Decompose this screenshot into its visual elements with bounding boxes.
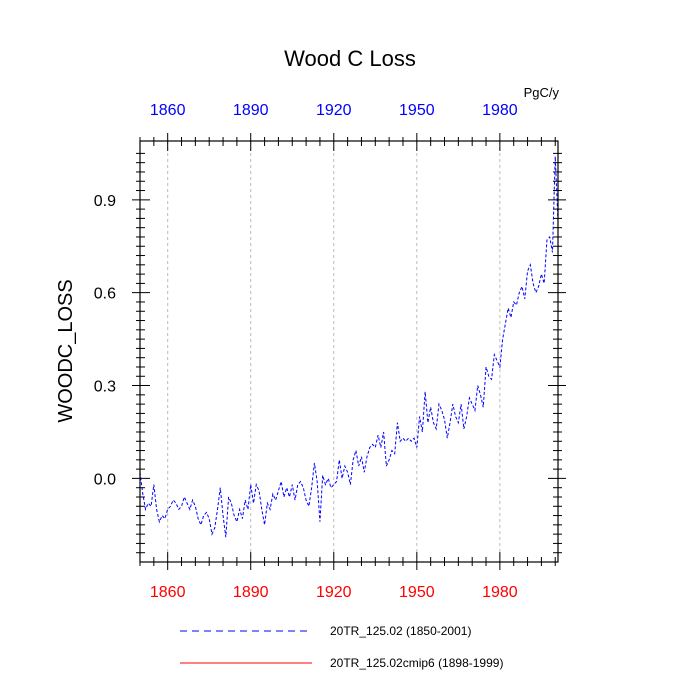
x-tick-label-top-1920: 1920 xyxy=(316,102,352,119)
x-tick-label-top-1890: 1890 xyxy=(233,102,269,119)
x-tick-label-bottom-1950: 1950 xyxy=(399,584,435,601)
units-label: PgC/y xyxy=(524,85,560,100)
plot-frame xyxy=(139,140,559,563)
axis-ticks xyxy=(132,133,566,570)
legend: 20TR_125.02 (1850-2001) 20TR_125.02cmip6… xyxy=(180,624,503,670)
chart-title: Wood C Loss xyxy=(284,46,416,71)
tick-labels: 1860 1860 1890 1890 1920 1920 1950 1950 1980 1980… xyxy=(94,102,518,601)
x-tick-label-bottom-1890: 1890 xyxy=(233,584,269,601)
legend-label-20tr-125-02: 20TR_125.02 (1850-2001) xyxy=(330,624,471,638)
series-line-0 xyxy=(139,156,559,538)
x-tick-label-top-1950: 1950 xyxy=(399,102,435,119)
x-tick-label-bottom-1920: 1920 xyxy=(316,584,352,601)
legend-label-20tr-125-02cmip6: 20TR_125.02cmip6 (1898-1999) xyxy=(330,656,503,670)
y-tick-label-0.9: 0.9 xyxy=(94,193,116,210)
grid-lines xyxy=(167,141,501,562)
x-tick-label-top-1980: 1980 xyxy=(482,102,518,119)
y-tick-label-0.0: 0.0 xyxy=(94,471,116,488)
y-tick-label-0.3: 0.3 xyxy=(94,379,116,396)
x-tick-label-top-1860: 1860 xyxy=(150,102,186,119)
x-tick-label-bottom-1860: 1860 xyxy=(150,584,186,601)
data-series xyxy=(139,156,559,538)
y-tick-label-0.6: 0.6 xyxy=(94,286,116,303)
x-tick-label-bottom-1980: 1980 xyxy=(482,584,518,601)
y-axis-label: WOODC_LOSS xyxy=(55,279,77,422)
